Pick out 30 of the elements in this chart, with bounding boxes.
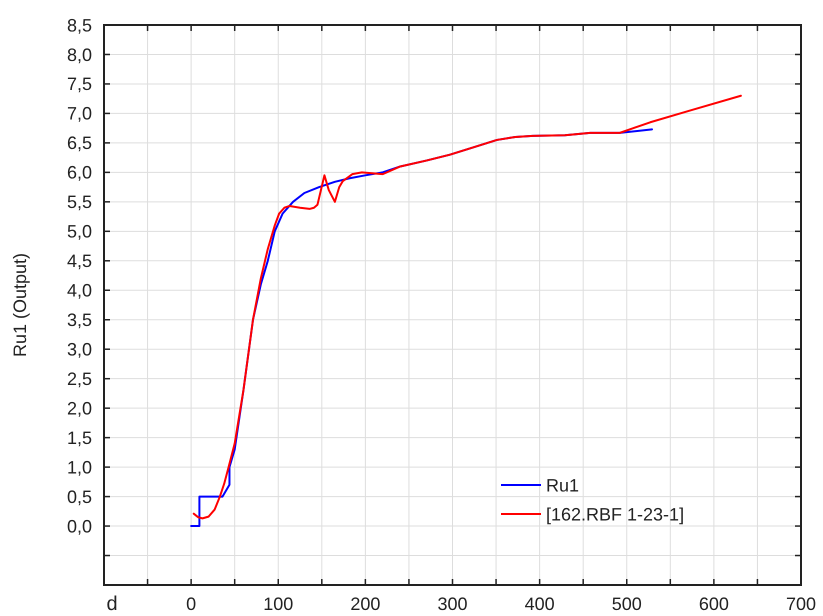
y-tick-label: 4,5 <box>66 251 92 272</box>
y-tick-label: 0,0 <box>66 516 92 536</box>
y-tick-label: 2,5 <box>66 368 92 389</box>
legend-label: [162.RBF 1-23-1] <box>546 504 684 524</box>
y-axis-title: Ru1 (Output) <box>10 252 30 358</box>
x-tick-label: 200 <box>350 594 380 614</box>
x-tick-label: 600 <box>698 594 729 614</box>
y-tick-label: 8,0 <box>66 44 92 65</box>
y-tick-label: 1,5 <box>66 428 92 448</box>
y-tick-label: 7,0 <box>66 104 92 124</box>
x-axis-title: d <box>106 593 118 615</box>
y-tick-label: 3,0 <box>66 340 92 360</box>
y-tick-label: 6,0 <box>66 162 92 183</box>
x-tick-label: 400 <box>524 594 555 614</box>
y-tick-label: 6,5 <box>66 133 92 154</box>
legend-label: Ru1 <box>546 475 580 496</box>
y-tick-label: 8,5 <box>66 15 92 36</box>
y-tick-label: 5,5 <box>66 192 92 212</box>
y-tick-label: 4,0 <box>66 280 92 301</box>
x-tick-label: 700 <box>786 594 816 614</box>
y-tick-label: 5,0 <box>66 222 92 242</box>
y-tick-label: 0,5 <box>66 486 92 507</box>
x-tick-label: 0 <box>186 594 196 614</box>
y-tick-label: 3,5 <box>66 310 92 330</box>
y-tick-label: 2,0 <box>66 398 92 418</box>
x-tick-label: 100 <box>263 594 294 614</box>
y-tick-label: 1,0 <box>66 457 92 478</box>
y-tick-label: 7,5 <box>66 74 92 94</box>
x-tick-label: 300 <box>437 594 468 614</box>
x-tick-label: 500 <box>612 594 642 614</box>
